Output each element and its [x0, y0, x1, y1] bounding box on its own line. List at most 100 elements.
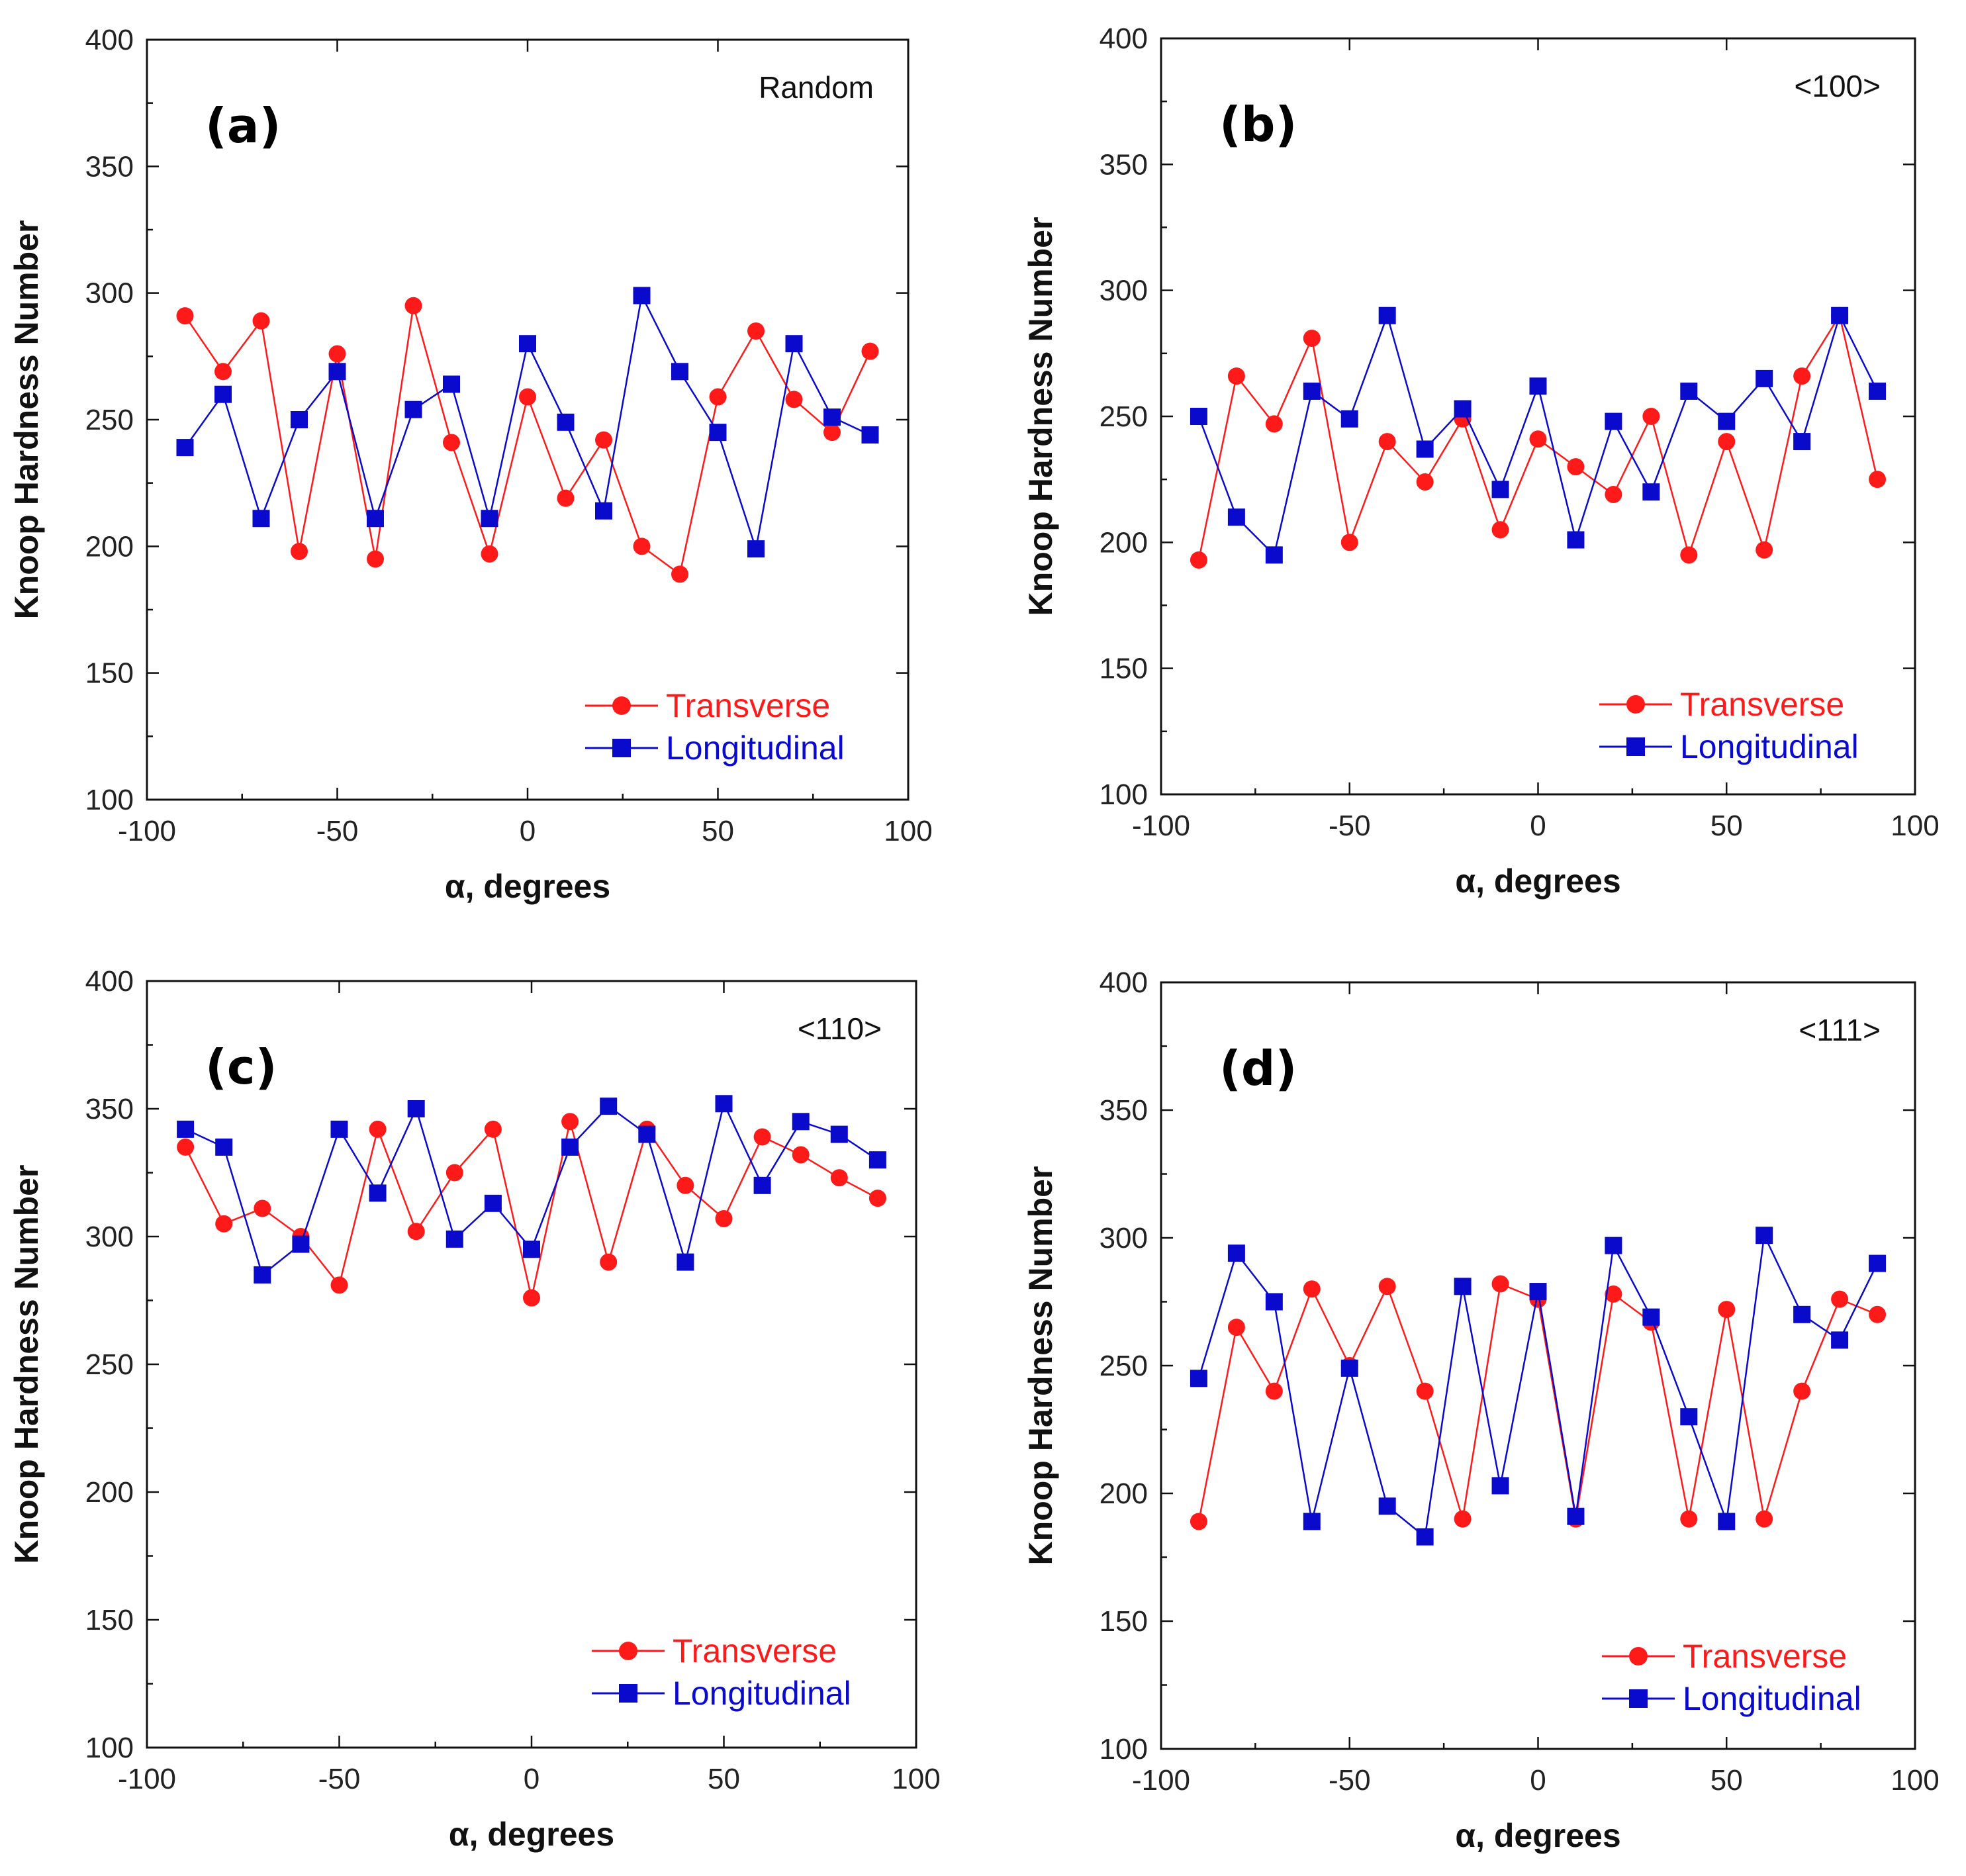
y-tick-label: 300: [1100, 275, 1148, 307]
y-tick-label: 350: [1100, 1094, 1148, 1127]
data-point-longitudinal: [785, 335, 803, 353]
x-tick-label: 0: [1530, 1764, 1546, 1797]
data-point-transverse: [1190, 1513, 1207, 1530]
data-point-transverse: [1190, 551, 1207, 569]
x-tick-label: 100: [1891, 1764, 1939, 1797]
data-point-transverse: [369, 1120, 387, 1138]
data-point-transverse: [709, 388, 727, 406]
data-point-transverse: [367, 550, 384, 568]
data-point-longitudinal: [1793, 1305, 1811, 1323]
data-point-transverse: [484, 1120, 502, 1138]
data-point-longitudinal: [709, 424, 727, 442]
data-point-longitudinal: [1416, 440, 1434, 458]
x-tick-label: 0: [1530, 810, 1546, 842]
data-point-longitudinal: [1454, 1278, 1472, 1295]
data-point-longitudinal: [1454, 400, 1472, 418]
data-point-longitudinal: [1605, 1237, 1622, 1254]
y-tick-label: 100: [85, 1732, 134, 1764]
data-point-transverse: [785, 391, 803, 408]
data-point-transverse: [1303, 329, 1321, 347]
y-axis-title: Knoop Hardness Number: [1022, 217, 1059, 616]
data-point-transverse: [328, 345, 346, 363]
data-point-transverse: [715, 1209, 733, 1227]
data-point-transverse: [1303, 1280, 1321, 1298]
data-point-longitudinal: [215, 1138, 233, 1156]
y-tick-label: 400: [1100, 966, 1148, 999]
data-point-longitudinal: [1529, 377, 1547, 395]
data-point-longitudinal: [830, 1125, 848, 1143]
x-tick-label: -100: [1132, 810, 1190, 842]
data-point-longitudinal: [330, 1120, 348, 1138]
data-point-transverse: [1529, 430, 1547, 448]
data-point-longitudinal: [1831, 1331, 1849, 1349]
data-point-longitudinal: [1416, 1528, 1434, 1546]
y-tick-label: 150: [85, 1604, 134, 1636]
data-point-longitudinal: [523, 1241, 540, 1258]
panel-d: -100 -50 0 50 100 100 150 200 250 300 350 400 α, deg…: [1022, 966, 1940, 1854]
data-point-transverse: [1869, 1305, 1887, 1323]
panel-label: (b): [1219, 97, 1297, 152]
data-point-transverse: [1491, 1275, 1509, 1293]
data-point-transverse: [252, 312, 270, 330]
x-tick-label: -50: [318, 1763, 361, 1795]
data-point-transverse: [1605, 1285, 1622, 1303]
data-point-longitudinal: [1190, 408, 1207, 425]
orientation-annotation: <111>: [1799, 1013, 1881, 1047]
y-axis-title: Knoop Hardness Number: [1022, 1166, 1059, 1566]
legend-marker-longitudinal: [1629, 1689, 1648, 1708]
x-tick-label: 50: [1710, 1764, 1743, 1797]
data-point-longitudinal: [1227, 508, 1245, 526]
x-tick-label: -100: [1132, 1764, 1190, 1797]
data-point-transverse: [1755, 541, 1773, 559]
data-point-transverse: [254, 1199, 271, 1217]
data-point-longitudinal: [291, 411, 308, 428]
data-point-transverse: [291, 542, 308, 560]
data-point-transverse: [861, 342, 879, 360]
x-axis-title: α, degrees: [1455, 863, 1620, 900]
data-point-longitudinal: [1491, 1477, 1509, 1495]
data-point-longitudinal: [1869, 382, 1887, 400]
data-point-longitudinal: [1303, 1513, 1321, 1530]
plot-frame: [1160, 981, 1916, 1750]
data-point-transverse: [1454, 1510, 1472, 1528]
x-tick-label: 0: [524, 1763, 539, 1795]
data-point-transverse: [176, 307, 194, 325]
x-tick-label: 50: [708, 1763, 740, 1795]
data-point-longitudinal: [1755, 369, 1773, 387]
x-tick-label: -50: [1329, 810, 1371, 842]
data-point-transverse: [1718, 1301, 1736, 1319]
y-tick-label: 200: [1100, 1477, 1148, 1510]
x-tick-label: -50: [316, 815, 359, 847]
y-tick-label: 350: [1100, 148, 1148, 181]
data-point-transverse: [1869, 471, 1887, 489]
legend-label-longitudinal: Longitudinal: [1683, 1680, 1861, 1717]
data-point-transverse: [177, 1138, 195, 1156]
x-tick-label: 100: [892, 1763, 940, 1795]
legend: Transverse Longitudinal: [1602, 1638, 1861, 1717]
x-tick-label: 50: [702, 815, 734, 847]
y-tick-label: 400: [1100, 23, 1148, 55]
data-point-longitudinal: [633, 287, 651, 305]
data-point-transverse: [595, 431, 612, 449]
data-point-transverse: [1265, 1382, 1283, 1400]
panel-a: -100 -50 0 50 100 100 150 200 250 300 350 400 α, deg…: [8, 24, 933, 905]
y-tick-label: 400: [85, 24, 134, 56]
y-tick-label: 250: [85, 404, 134, 436]
y-tick-label: 400: [85, 965, 134, 998]
data-point-transverse: [747, 322, 765, 340]
y-tick-label: 150: [1100, 653, 1148, 685]
plot-frame: [146, 980, 917, 1749]
data-point-longitudinal: [1642, 1308, 1660, 1326]
data-point-transverse: [215, 1215, 233, 1233]
y-tick-label: 200: [85, 530, 134, 563]
data-point-longitudinal: [367, 510, 384, 528]
data-point-transverse: [677, 1176, 694, 1194]
y-tick-label: 150: [85, 657, 134, 690]
data-point-longitudinal: [1680, 1408, 1698, 1426]
data-point-longitudinal: [404, 400, 422, 418]
y-tick-label: 100: [1100, 778, 1148, 811]
data-point-transverse: [443, 434, 460, 451]
x-tick-label: -100: [118, 1763, 176, 1795]
legend-label-longitudinal: Longitudinal: [673, 1675, 851, 1712]
